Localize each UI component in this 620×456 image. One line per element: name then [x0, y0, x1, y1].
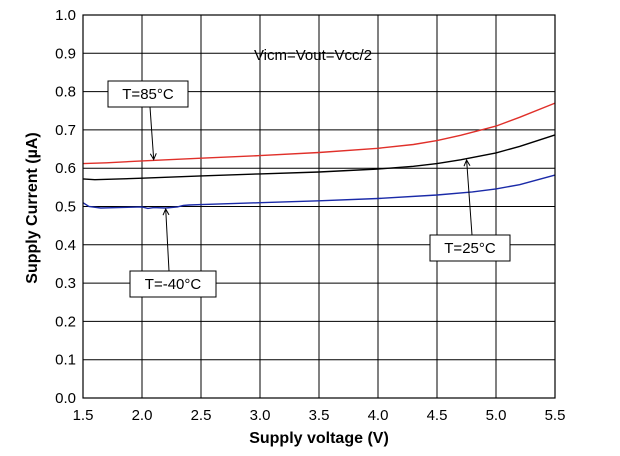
- y-axis-title: Supply Current (µA): [24, 132, 41, 283]
- series-line-t85c: [82, 102, 556, 165]
- x-tick-label: 1.5: [73, 407, 94, 424]
- x-tick-label: 4.0: [368, 407, 389, 424]
- x-tick-label: 2.5: [191, 407, 212, 424]
- y-tick-label: 0.0: [55, 390, 76, 407]
- x-axis-ticks: 1.5 2.0 2.5 3.0 3.5 4.0 4.5 5.0 5.5: [73, 407, 566, 424]
- grid: [83, 15, 555, 398]
- plot-frame: [82, 14, 556, 399]
- y-tick-label: 0.7: [55, 122, 76, 139]
- y-axis-ticks: 0.0 0.1 0.2 0.3 0.4 0.5 0.6 0.7 0.8 0.9 1.0: [55, 7, 76, 407]
- y-tick-label: 0.5: [55, 199, 76, 216]
- annotation-t85: T=85°C: [107, 80, 189, 161]
- annotation-tm40-box: [129, 270, 217, 298]
- series-line-t-40c: [82, 174, 556, 210]
- annotation-t85-box: [107, 80, 189, 108]
- y-tick-label: 0.9: [55, 45, 76, 62]
- y-tick-label: 0.2: [55, 313, 76, 330]
- series-layer: [82, 102, 556, 210]
- x-tick-label: 3.5: [309, 407, 330, 424]
- x-tick-label: 2.0: [132, 407, 153, 424]
- y-tick-label: 0.3: [55, 275, 76, 292]
- y-tick-label: 1.0: [55, 7, 76, 24]
- series-line-t25c: [82, 134, 556, 181]
- x-axis-title: Supply voltage (V): [249, 430, 389, 447]
- annotation-tm40: T=-40°C: [129, 207, 217, 298]
- annotation-t25-label: T=25°C: [444, 240, 496, 257]
- x-tick-label: 5.5: [545, 407, 566, 424]
- annotation-tm40-leader: [162, 207, 170, 272]
- y-tick-label: 0.1: [55, 352, 76, 369]
- annotation-t85-leader: [149, 106, 157, 161]
- annotation-t25: T=25°C: [429, 158, 511, 262]
- x-tick-label: 3.0: [250, 407, 271, 424]
- annotation-t85-label: T=85°C: [122, 86, 174, 103]
- x-tick-label: 5.0: [486, 407, 507, 424]
- annotation-t25-leader: [463, 158, 473, 236]
- y-tick-label: 0.6: [55, 160, 76, 177]
- x-tick-label: 4.5: [427, 407, 448, 424]
- annotation-t25-box: [429, 234, 511, 262]
- condition-label: Vicm=Vout=Vcc/2: [254, 47, 372, 64]
- y-tick-label: 0.4: [55, 237, 76, 254]
- annotation-tm40-label: T=-40°C: [145, 276, 202, 293]
- y-tick-label: 0.8: [55, 84, 76, 101]
